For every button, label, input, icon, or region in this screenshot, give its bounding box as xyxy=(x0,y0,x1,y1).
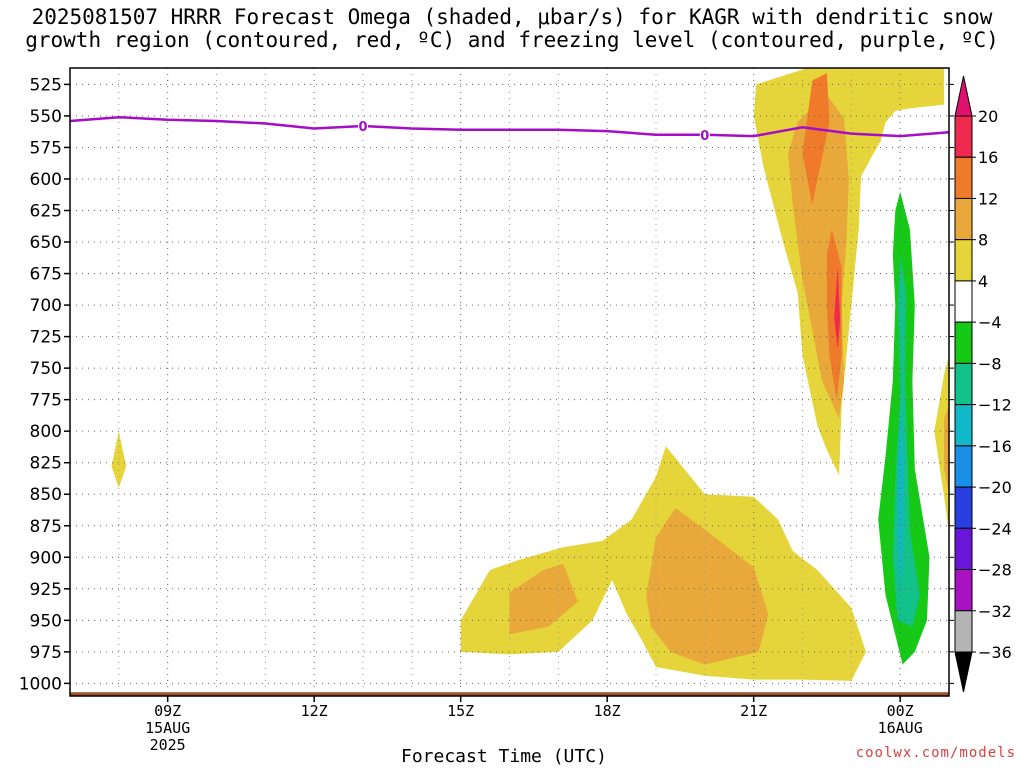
colorbar-label: −24 xyxy=(978,519,1012,538)
x-tick-year: 2025 xyxy=(150,736,186,754)
colorbar-label: 16 xyxy=(978,148,998,167)
freezing-level-label: 0 xyxy=(358,120,367,135)
colorbar-top-arrow xyxy=(954,75,973,117)
y-tick-label: 850 xyxy=(30,485,62,505)
colorbar-swatch xyxy=(954,115,973,158)
omega-region-10 xyxy=(944,406,949,495)
x-tick-label: 00Z xyxy=(887,702,914,720)
x-tick-date: 15AUG xyxy=(145,719,190,737)
colorbar-swatch xyxy=(954,445,973,488)
omega-region-13 xyxy=(897,406,905,596)
colorbar-swatch xyxy=(954,197,973,241)
x-axis-label: Forecast Time (UTC) xyxy=(401,746,607,767)
omega-region-9 xyxy=(934,355,949,533)
colorbar-swatch xyxy=(954,239,973,282)
y-tick-label: 900 xyxy=(30,548,62,568)
y-tick-label: 800 xyxy=(30,422,62,442)
y-tick-label: 875 xyxy=(30,517,62,537)
omega-region-6 xyxy=(802,73,830,205)
colorbar-swatch xyxy=(954,569,973,612)
y-tick-label: 625 xyxy=(30,201,62,221)
omega-region-4 xyxy=(753,68,945,476)
freezing-level-label: 0 xyxy=(700,129,709,144)
colorbar-swatch xyxy=(954,280,973,323)
y-tick-label: 925 xyxy=(30,580,62,600)
colorbar-label: −16 xyxy=(978,437,1012,456)
colorbar-label: −36 xyxy=(978,643,1012,662)
y-tick-label: 600 xyxy=(30,170,62,190)
title-line-2: growth region (contoured, red, ºC) and f… xyxy=(25,28,999,52)
y-tick-label: 1000 xyxy=(19,674,62,694)
y-tick-label: 725 xyxy=(30,328,62,348)
colorbar-label: 8 xyxy=(978,231,988,250)
credit-text: coolwx.com/models xyxy=(855,745,1016,761)
colorbar-label: 4 xyxy=(978,272,988,291)
y-tick-label: 775 xyxy=(30,391,62,411)
omega-region-2 xyxy=(509,563,578,635)
y-tick-label: 675 xyxy=(30,265,62,285)
plot-frame xyxy=(69,67,950,697)
colorbar-swatch xyxy=(954,362,973,406)
freezing-level-label-bg xyxy=(699,126,710,141)
x-tick-label: 18Z xyxy=(594,702,621,720)
y-tick-label: 575 xyxy=(30,138,62,158)
y-tick-label: 950 xyxy=(30,611,62,631)
y-tick-label: 825 xyxy=(30,454,62,474)
colorbar-swatch xyxy=(954,156,973,199)
x-tick-label: 12Z xyxy=(301,702,328,720)
freezing-level-line xyxy=(70,115,949,138)
colorbar-bottom-arrow xyxy=(954,651,973,693)
colorbar-label: 20 xyxy=(978,107,998,126)
terrain-strip xyxy=(70,692,949,696)
x-tick-label: 21Z xyxy=(740,702,767,720)
colorbar-label: −20 xyxy=(978,478,1012,497)
colorbar-swatch xyxy=(954,527,973,571)
title-line-1: 2025081507 HRRR Forecast Omega (shaded, … xyxy=(31,5,993,29)
colorbar-swatch xyxy=(954,610,973,653)
omega-region-3 xyxy=(646,508,769,665)
colorbar-label: −32 xyxy=(978,602,1012,621)
chart-title: 2025081507 HRRR Forecast Omega (shaded, … xyxy=(0,6,1024,52)
colorbar-swatch xyxy=(954,486,973,529)
x-tick-label: 09Z xyxy=(154,702,181,720)
x-tick-label: 15Z xyxy=(447,702,474,720)
x-tick-date: 16AUG xyxy=(878,719,923,737)
colorbar-label: −4 xyxy=(978,313,1002,332)
colorbar-label: −8 xyxy=(978,354,1002,373)
freezing-level-label-bg xyxy=(358,118,368,133)
colorbar-label: −12 xyxy=(978,396,1012,415)
omega-region-7 xyxy=(826,229,842,400)
y-tick-label: 975 xyxy=(30,643,62,663)
omega-region-8 xyxy=(834,267,841,350)
colorbar-label: 12 xyxy=(978,189,998,208)
y-tick-label: 550 xyxy=(30,107,62,127)
y-tick-label: 525 xyxy=(30,75,62,95)
colorbar-swatch xyxy=(954,321,973,364)
colorbar-swatch xyxy=(954,404,973,447)
omega-region-0 xyxy=(111,431,127,488)
colorbar-label: −28 xyxy=(978,561,1012,580)
y-tick-label: 750 xyxy=(30,359,62,379)
plot-area: 00 xyxy=(70,68,949,696)
y-tick-label: 700 xyxy=(30,296,62,316)
y-tick-label: 650 xyxy=(30,233,62,253)
